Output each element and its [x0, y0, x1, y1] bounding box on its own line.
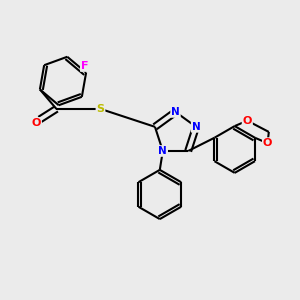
Text: N: N: [158, 146, 167, 156]
Text: N: N: [192, 122, 200, 132]
Text: O: O: [32, 118, 41, 128]
Text: O: O: [263, 138, 272, 148]
Text: F: F: [81, 61, 88, 71]
Text: O: O: [243, 116, 252, 126]
Text: N: N: [171, 107, 180, 117]
Text: S: S: [97, 104, 104, 114]
